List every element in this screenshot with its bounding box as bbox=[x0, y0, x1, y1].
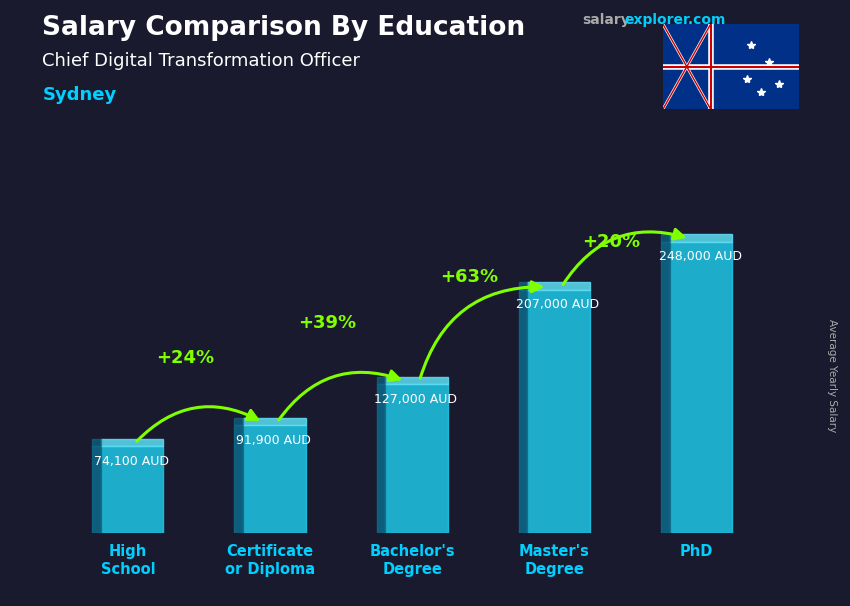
Text: +63%: +63% bbox=[440, 267, 498, 285]
Text: Salary Comparison By Education: Salary Comparison By Education bbox=[42, 15, 525, 41]
Text: 74,100 AUD: 74,100 AUD bbox=[94, 455, 169, 468]
Text: +39%: +39% bbox=[298, 314, 356, 332]
Bar bbox=[518, 290, 528, 533]
Bar bbox=[385, 376, 448, 384]
Bar bbox=[377, 376, 385, 384]
Text: Sydney: Sydney bbox=[42, 86, 116, 104]
Text: 248,000 AUD: 248,000 AUD bbox=[659, 250, 742, 263]
Bar bbox=[661, 234, 670, 242]
Bar bbox=[661, 242, 670, 533]
Bar bbox=[101, 439, 163, 446]
Bar bbox=[243, 425, 306, 533]
Bar bbox=[101, 446, 163, 533]
Text: Average Yearly Salary: Average Yearly Salary bbox=[827, 319, 837, 432]
Bar bbox=[93, 439, 101, 446]
Bar bbox=[670, 242, 732, 533]
Text: 127,000 AUD: 127,000 AUD bbox=[374, 393, 457, 405]
Bar bbox=[518, 282, 528, 290]
Bar bbox=[528, 290, 590, 533]
Text: salary: salary bbox=[582, 13, 630, 27]
Bar bbox=[528, 282, 590, 290]
Text: +20%: +20% bbox=[582, 233, 640, 250]
Bar bbox=[93, 446, 101, 533]
Bar bbox=[235, 425, 243, 533]
Bar bbox=[243, 418, 306, 425]
Text: 207,000 AUD: 207,000 AUD bbox=[517, 299, 599, 311]
Bar bbox=[385, 384, 448, 533]
Bar bbox=[377, 384, 385, 533]
Bar bbox=[670, 234, 732, 242]
Text: +24%: +24% bbox=[156, 349, 213, 367]
Text: 91,900 AUD: 91,900 AUD bbox=[236, 434, 311, 447]
Text: Chief Digital Transformation Officer: Chief Digital Transformation Officer bbox=[42, 52, 360, 70]
Text: explorer.com: explorer.com bbox=[625, 13, 726, 27]
Bar bbox=[235, 418, 243, 425]
